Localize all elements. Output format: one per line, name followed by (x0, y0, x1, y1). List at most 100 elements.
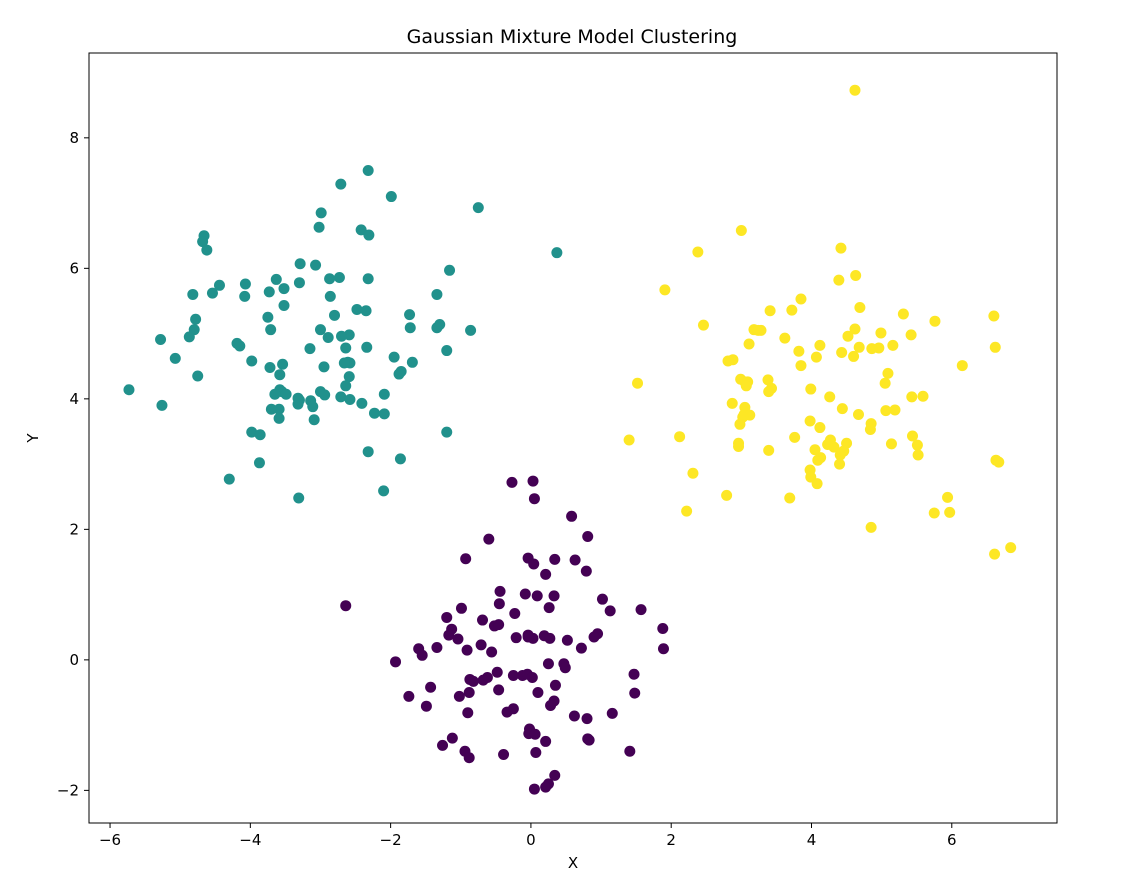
data-point-cluster-2 (254, 429, 266, 441)
data-point-cluster-2 (314, 324, 326, 336)
data-point-cluster-2 (293, 277, 305, 289)
data-point-cluster-2 (270, 273, 282, 285)
data-point-cluster-2 (264, 362, 276, 374)
data-point-cluster-3 (793, 345, 805, 357)
data-point-cluster-1 (477, 614, 489, 626)
data-point-cluster-1 (453, 690, 465, 702)
data-point-cluster-2 (262, 311, 274, 323)
data-point-cluster-1 (501, 706, 513, 718)
data-point-cluster-3 (763, 386, 775, 398)
data-point-cluster-3 (833, 274, 845, 286)
data-point-cluster-2 (310, 259, 322, 271)
data-point-cluster-3 (917, 390, 929, 402)
data-point-cluster-3 (875, 327, 887, 339)
data-point-cluster-2 (378, 485, 390, 497)
data-point-cluster-1 (530, 747, 542, 759)
data-point-cluster-3 (849, 323, 861, 335)
y-axis-label: Y (24, 433, 42, 444)
data-point-cluster-3 (734, 418, 746, 430)
data-point-cluster-1 (531, 590, 543, 602)
data-point-cluster-2 (263, 286, 275, 298)
data-point-cluster-1 (561, 634, 573, 646)
data-point-cluster-2 (278, 283, 290, 295)
data-point-cluster-1 (628, 668, 640, 680)
data-point-cluster-3 (764, 305, 776, 317)
data-point-cluster-3 (1005, 542, 1017, 554)
data-point-cluster-1 (548, 590, 560, 602)
x-tick-label: −6 (99, 831, 121, 849)
data-point-cluster-3 (779, 332, 791, 344)
data-point-cluster-2 (441, 426, 453, 438)
y-tick-label: 2 (69, 520, 79, 538)
data-point-cluster-1 (441, 611, 453, 623)
data-point-cluster-2 (274, 369, 286, 381)
data-point-cluster-2 (239, 290, 251, 302)
data-point-cluster-2 (223, 473, 235, 485)
data-point-cluster-2 (187, 288, 199, 300)
data-point-cluster-3 (911, 439, 923, 451)
data-point-cluster-3 (912, 449, 924, 461)
data-point-cluster-1 (506, 476, 518, 488)
data-point-cluster-2 (246, 355, 258, 367)
y-tick-label: 6 (69, 259, 79, 277)
data-point-cluster-1 (477, 674, 489, 686)
data-point-cluster-1 (566, 510, 578, 522)
x-tick-label: 6 (947, 831, 957, 849)
data-point-cluster-2 (472, 202, 484, 214)
data-point-cluster-1 (519, 588, 531, 600)
data-point-cluster-3 (722, 355, 734, 367)
data-point-cluster-3 (735, 224, 747, 236)
data-point-cluster-2 (273, 403, 285, 415)
data-point-cluster-3 (907, 430, 918, 442)
data-point-cluster-2 (329, 309, 341, 321)
data-point-cluster-2 (431, 322, 443, 334)
data-point-cluster-2 (336, 330, 348, 342)
y-tick-label: 0 (69, 651, 79, 669)
data-point-cluster-2 (280, 388, 292, 400)
data-point-cluster-1 (629, 687, 641, 699)
data-point-cluster-1 (544, 632, 556, 644)
x-axis-label: X (568, 854, 578, 872)
data-point-cluster-2 (190, 313, 202, 325)
data-point-cluster-1 (420, 700, 432, 712)
data-point-cluster-2 (355, 224, 367, 236)
data-point-cluster-1 (657, 623, 669, 635)
data-point-cluster-2 (385, 191, 397, 203)
data-point-cluster-1 (463, 752, 475, 764)
data-point-cluster-2 (277, 358, 289, 370)
data-point-cluster-3 (835, 242, 847, 254)
y-tick-label: −2 (57, 781, 79, 799)
data-point-cluster-3 (786, 304, 798, 316)
data-point-cluster-1 (543, 602, 555, 614)
data-point-cluster-3 (929, 315, 941, 327)
data-point-cluster-3 (834, 449, 846, 461)
data-point-cluster-1 (486, 646, 498, 658)
data-point-cluster-2 (197, 236, 209, 248)
data-point-cluster-2 (378, 388, 390, 400)
data-point-cluster-1 (507, 670, 519, 682)
data-point-cluster-3 (849, 84, 861, 96)
data-point-cluster-2 (335, 391, 347, 403)
data-point-cluster-3 (763, 444, 775, 456)
data-point-cluster-2 (338, 357, 350, 369)
data-point-cluster-1 (528, 783, 540, 795)
data-point-cluster-1 (540, 735, 552, 747)
data-point-cluster-1 (340, 600, 352, 612)
data-point-cluster-3 (852, 409, 864, 421)
data-point-cluster-3 (988, 310, 1000, 322)
data-point-cluster-1 (624, 745, 636, 757)
data-point-cluster-3 (989, 548, 1001, 560)
data-point-cluster-1 (446, 732, 458, 744)
data-point-cluster-1 (596, 593, 608, 605)
data-point-cluster-1 (390, 656, 402, 668)
x-tick-label: −4 (239, 831, 261, 849)
data-point-cluster-2 (362, 164, 374, 176)
data-point-cluster-3 (865, 521, 877, 533)
data-point-cluster-3 (809, 444, 821, 456)
data-point-cluster-2 (246, 426, 258, 438)
x-tick-label: 2 (666, 831, 676, 849)
data-point-cluster-1 (498, 748, 510, 760)
data-point-cluster-2 (361, 341, 373, 353)
data-point-cluster-3 (864, 424, 876, 436)
data-point-cluster-1 (540, 781, 552, 793)
